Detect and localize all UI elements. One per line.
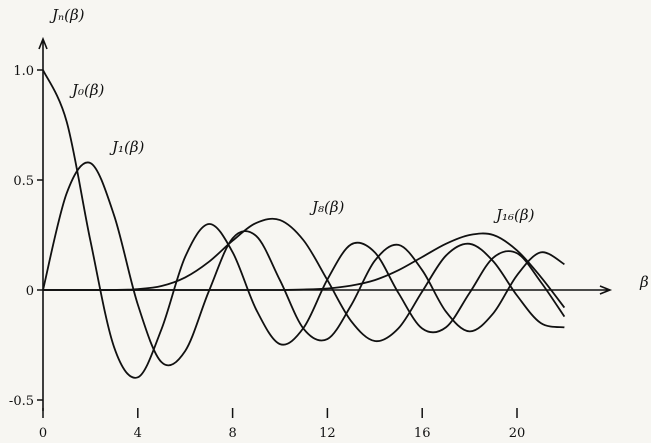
x-axis-label: β [639, 273, 649, 291]
series-label: J₁₆(β) [493, 206, 535, 224]
y-tick-label: 0.5 [13, 174, 34, 189]
x-tick-label: 0 [39, 426, 47, 441]
y-tick-label: 1.0 [13, 64, 34, 79]
series-line [43, 233, 564, 307]
y-tick-label: -0.5 [9, 394, 34, 409]
x-tick-label: 12 [319, 426, 336, 441]
x-tick-label: 8 [228, 426, 236, 441]
series-label: J₁(β) [109, 138, 145, 156]
x-tick-label: 4 [134, 426, 142, 441]
y-tick-label: 0 [26, 284, 34, 299]
series-line [43, 162, 564, 365]
chart: Jₙ(β) β -0.5 0 0.5 1.0 0 4 8 12 16 20 J₀(β) J₁(β) J₈… [0, 0, 651, 443]
series-line [43, 70, 564, 378]
y-axis-label: Jₙ(β) [49, 6, 85, 24]
series-label: J₀(β) [69, 81, 105, 99]
y-axis [39, 39, 47, 411]
x-tick-label: 16 [414, 426, 431, 441]
series-label: J₈(β) [309, 198, 345, 216]
x-tick-label: 20 [509, 426, 526, 441]
page: {"chart_data": {"type": "line", "y_label… [0, 0, 651, 443]
